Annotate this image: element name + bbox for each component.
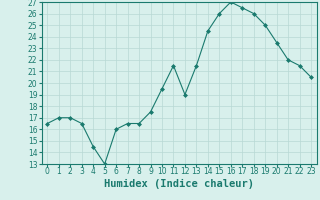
X-axis label: Humidex (Indice chaleur): Humidex (Indice chaleur) (104, 179, 254, 189)
